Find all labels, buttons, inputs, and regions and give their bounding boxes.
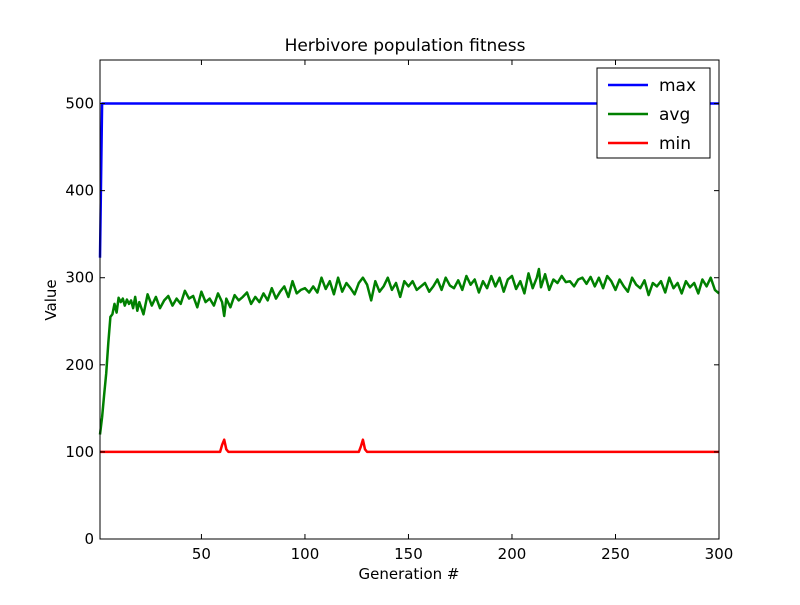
x-tick-label: 50: [192, 545, 211, 563]
chart-title: Herbivore population fitness: [285, 36, 526, 56]
x-tick-label: 100: [291, 545, 320, 563]
series-line-min: [100, 438, 719, 454]
y-tick-label: 100: [65, 443, 94, 461]
y-axis-label: Value: [42, 279, 60, 320]
plot-area: 50 100 150 200 250 300 0 100 200 300 400 500: [65, 59, 733, 563]
legend-label-min: min: [659, 134, 691, 154]
y-tick-label: 400: [65, 182, 94, 200]
x-axis-label: Generation #: [358, 565, 459, 583]
y-tick-label: 500: [65, 95, 94, 113]
x-tick-label: 200: [498, 545, 527, 563]
ticks-layer: 50 100 150 200 250 300 0 100 200 300 400 500: [65, 60, 733, 563]
x-tick-label: 300: [705, 545, 734, 563]
x-tick-label: 150: [394, 545, 423, 563]
y-tick-label: 0: [84, 530, 94, 548]
legend-label-max: max: [659, 76, 696, 96]
legend: max avg min: [596, 67, 711, 159]
plot-frame: [99, 59, 720, 540]
x-tick-label: 250: [601, 545, 630, 563]
series-line-avg: [98, 267, 720, 435]
legend-entries: max avg min: [608, 76, 696, 154]
legend-label-avg: avg: [659, 105, 690, 125]
y-tick-label: 200: [65, 356, 94, 374]
y-tick-label: 300: [65, 269, 94, 287]
